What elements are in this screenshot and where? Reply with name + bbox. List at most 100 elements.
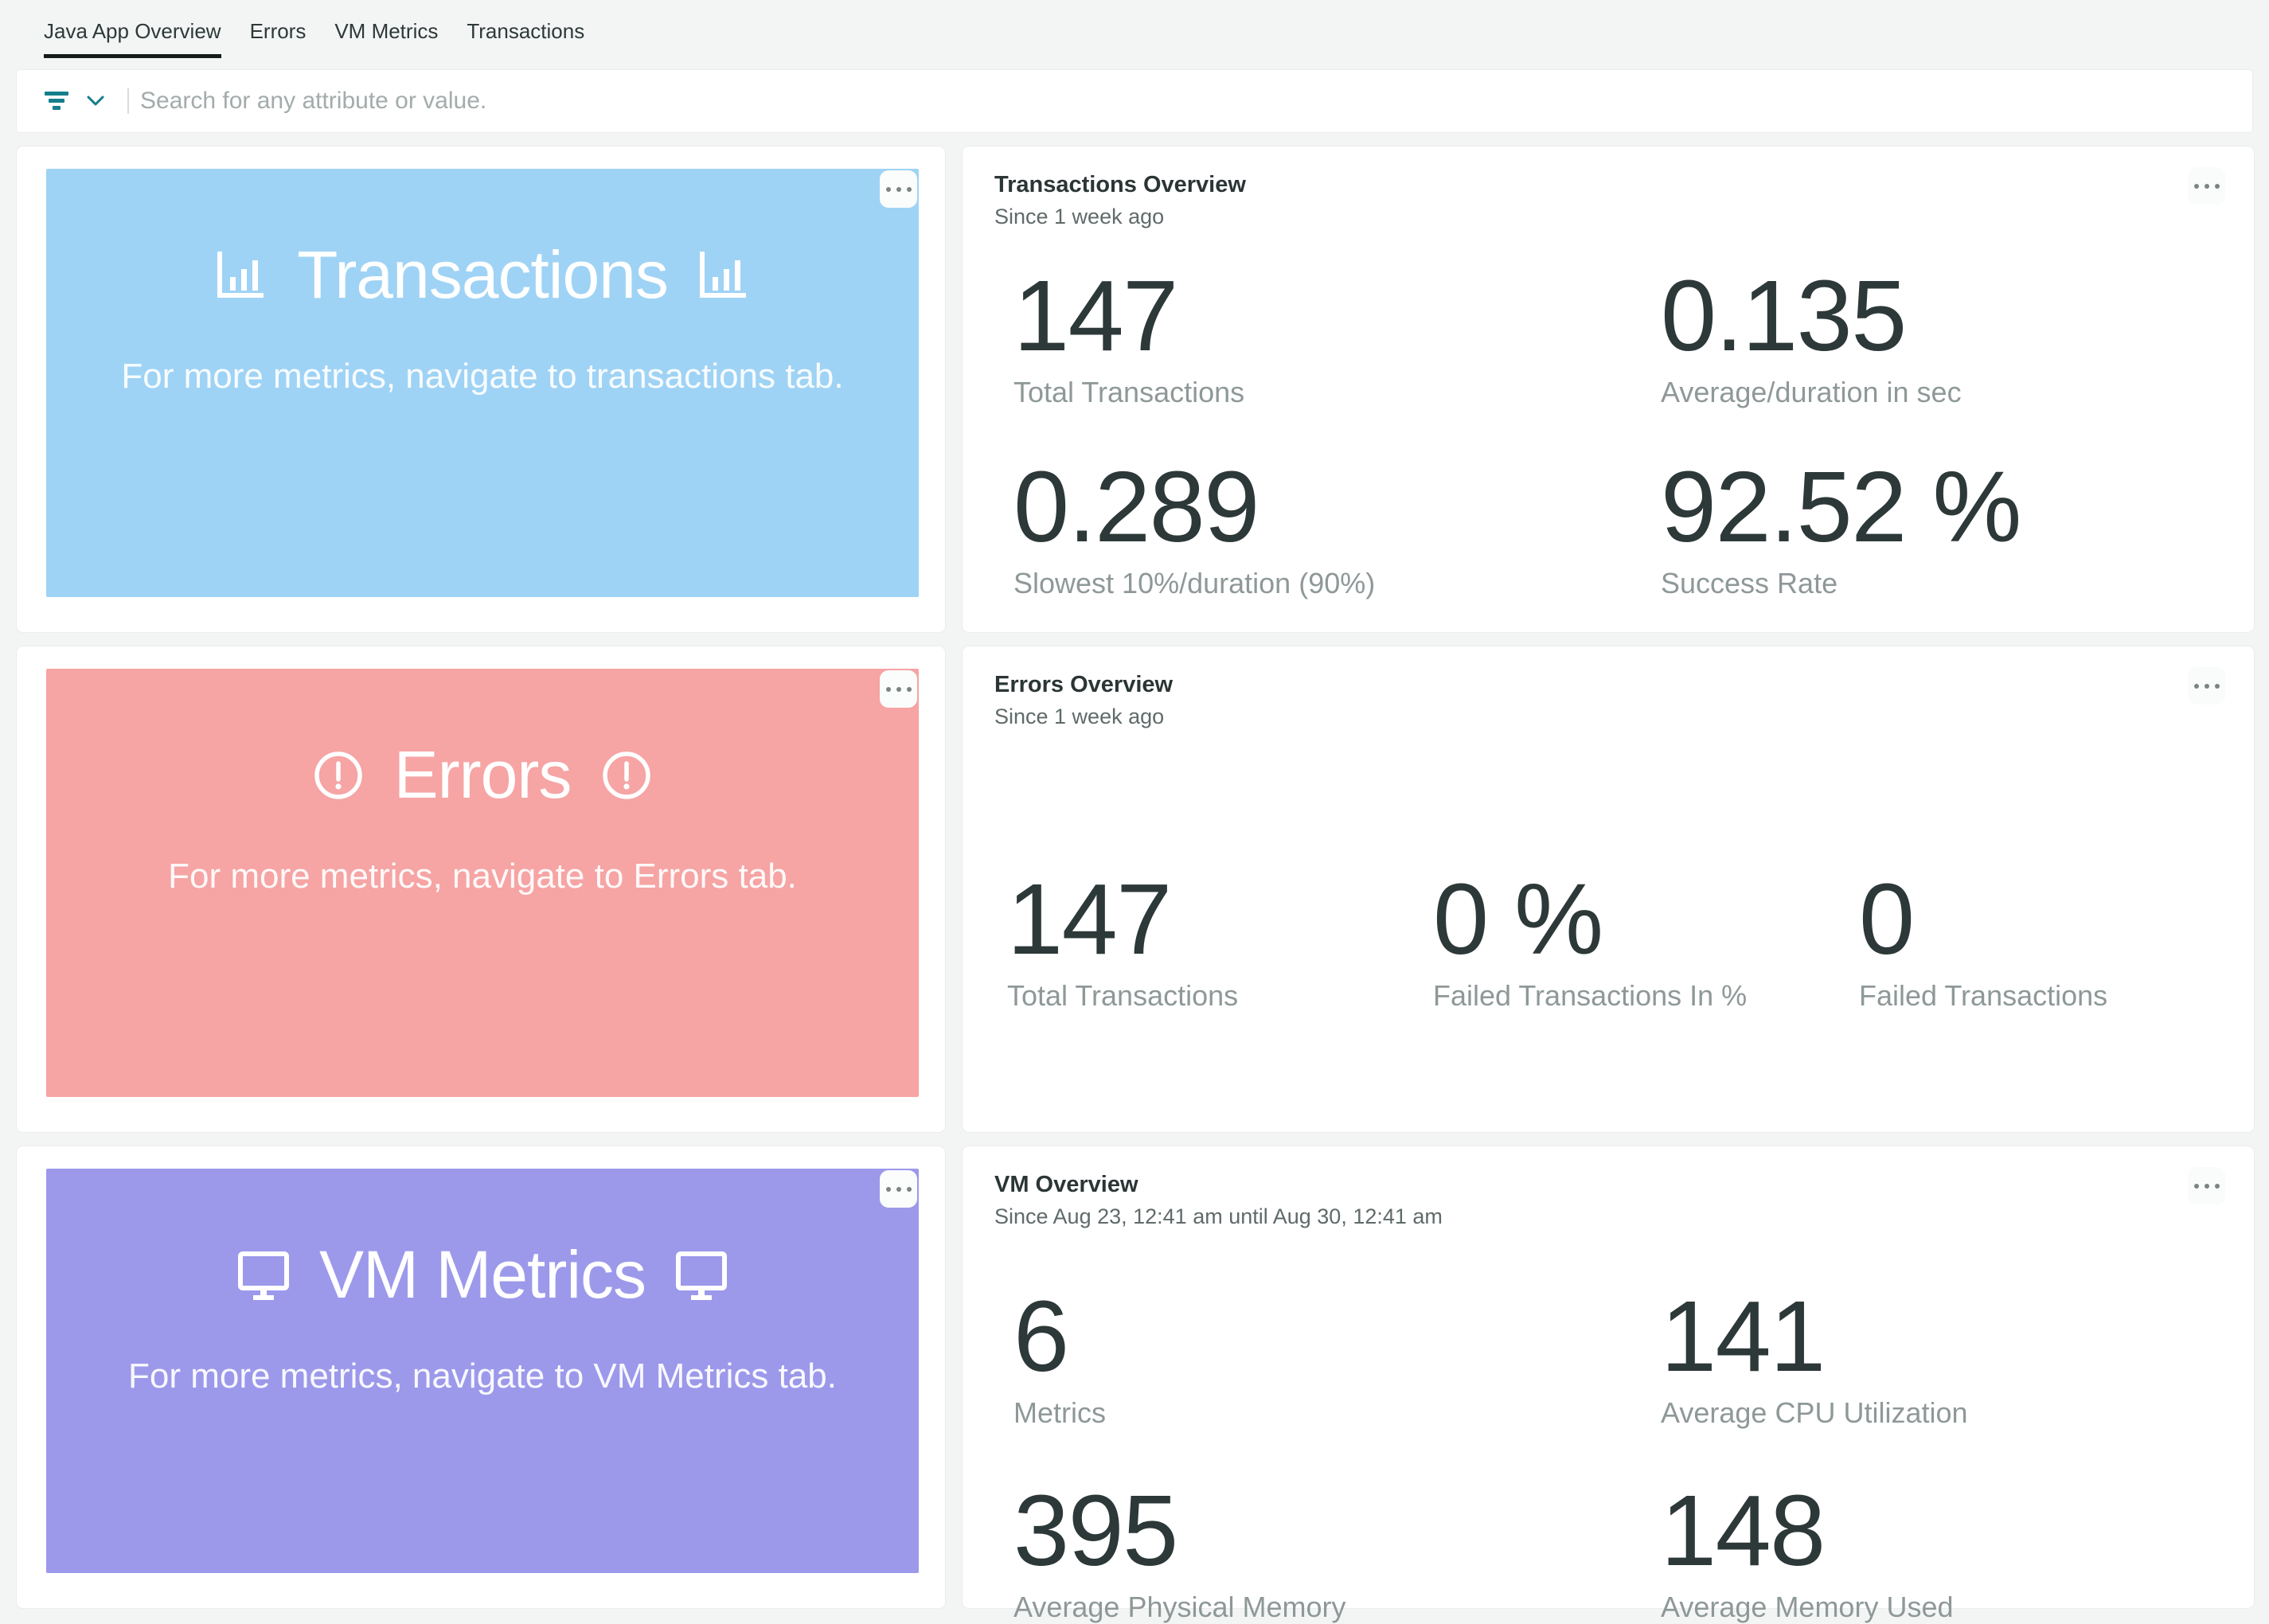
metric-label: Success Rate <box>1661 567 1838 600</box>
metric-label: Failed Transactions In % <box>1433 979 1748 1013</box>
metric-value: 6 <box>1013 1280 1069 1392</box>
metric-label: Total Transactions <box>1007 979 1239 1013</box>
panel-time-range: Since Aug 23, 12:41 am until Aug 30, 12:… <box>994 1204 1443 1228</box>
vm-metrics-banner: VM Metrics For more metrics, navigate to… <box>46 1169 919 1573</box>
vm-banner-title-row: VM Metrics <box>233 1236 732 1314</box>
ellipsis-icon <box>2214 683 2220 689</box>
metric-value: 147 <box>1007 863 1172 975</box>
metrics-grid: 147 Total Transactions 0.135 Average/dur… <box>994 258 2222 600</box>
ellipsis-icon <box>2193 1183 2199 1189</box>
metric-value: 147 <box>1013 260 1178 372</box>
ellipsis-icon <box>2204 183 2209 189</box>
metrics-grid: 6 Metrics 141 Average CPU Utilization 39… <box>994 1279 2222 1624</box>
errors-banner-title: Errors <box>393 737 572 812</box>
tab-bar: Java App Overview Errors VM Metrics Tran… <box>0 0 2269 58</box>
metric-label: Average CPU Utilization <box>1661 1396 1968 1430</box>
transactions-banner-card: Transactions For more metrics, navigate … <box>16 146 946 633</box>
metric-value: 148 <box>1661 1474 1826 1587</box>
errors-overview-panel: Errors Overview Since 1 week ago 147 Tot… <box>962 646 2255 1133</box>
metric-slowest-duration: 0.289 Slowest 10%/duration (90%) <box>1013 449 1661 600</box>
errors-banner-card: Errors For more metrics, navigate to Err… <box>16 646 946 1133</box>
transactions-overview-panel: Transactions Overview Since 1 week ago 1… <box>962 146 2255 633</box>
ellipsis-icon <box>896 186 901 192</box>
metric-failed-transactions: 0 Failed Transactions <box>1859 861 2222 1013</box>
search-divider <box>127 88 129 114</box>
metric-success-rate: 92.52 % Success Rate <box>1661 449 2222 600</box>
filter-icon[interactable] <box>43 91 70 112</box>
metric-value: 395 <box>1013 1474 1178 1587</box>
ellipsis-icon <box>906 686 912 692</box>
metric-value: 0 <box>1859 863 1915 975</box>
vm-banner-title: VM Metrics <box>319 1237 646 1312</box>
ellipsis-icon <box>885 1186 891 1192</box>
metric-label: Slowest 10%/duration (90%) <box>1013 567 1376 600</box>
bar-chart-icon <box>699 251 746 298</box>
vm-metrics-banner-card: VM Metrics For more metrics, navigate to… <box>16 1146 946 1609</box>
ellipsis-icon <box>2214 1183 2220 1189</box>
metric-value: 0.289 <box>1013 451 1259 564</box>
search-input[interactable] <box>129 70 2252 132</box>
vm-banner-subtitle: For more metrics, navigate to VM Metrics… <box>127 1357 838 1396</box>
panel-time-range: Since 1 week ago <box>994 205 1165 228</box>
metric-metrics-count: 6 Metrics <box>1013 1279 1661 1430</box>
errors-banner-subtitle: For more metrics, navigate to Errors tab… <box>168 857 797 896</box>
metric-label: Total Transactions <box>1013 376 1245 409</box>
metric-total-transactions: 147 Total Transactions <box>1007 861 1433 1013</box>
ellipsis-icon <box>2204 683 2209 689</box>
ellipsis-icon <box>906 1186 912 1192</box>
errors-banner-title-row: Errors <box>308 736 658 814</box>
card-menu-button[interactable] <box>880 170 917 208</box>
metric-label: Average/duration in sec <box>1661 376 1962 409</box>
ellipsis-icon <box>885 686 891 692</box>
card-menu-button[interactable] <box>880 670 917 708</box>
transactions-banner-title-row: Transactions <box>211 236 754 314</box>
metric-value: 141 <box>1661 1280 1826 1392</box>
metric-average-memory-used: 148 Average Memory Used <box>1661 1473 2222 1624</box>
metrics-grid: 147 Total Transactions 0 % Failed Transa… <box>994 861 2222 1013</box>
card-menu-button[interactable] <box>880 1170 917 1208</box>
transactions-banner-subtitle: For more metrics, navigate to transactio… <box>121 357 844 396</box>
card-menu-button[interactable] <box>2188 1167 2225 1204</box>
monitor-icon <box>238 1251 289 1300</box>
dashboard-grid: Transactions For more metrics, navigate … <box>16 146 2255 1623</box>
search-bar[interactable] <box>16 69 2253 133</box>
ellipsis-icon <box>906 186 912 192</box>
alert-icon <box>314 751 362 799</box>
errors-banner: Errors For more metrics, navigate to Err… <box>46 669 919 1097</box>
panel-time-range: Since 1 week ago <box>994 705 1165 728</box>
card-menu-button[interactable] <box>2188 167 2225 205</box>
metric-total-transactions: 147 Total Transactions <box>1013 258 1661 409</box>
bar-chart-icon <box>217 251 264 298</box>
tab-java-app-overview[interactable]: Java App Overview <box>44 19 221 58</box>
ellipsis-icon <box>885 186 891 192</box>
chevron-down-icon[interactable] <box>86 96 105 107</box>
ellipsis-icon <box>2193 683 2199 689</box>
ellipsis-icon <box>896 686 901 692</box>
metric-label: Average Physical Memory <box>1013 1591 1346 1624</box>
metric-label: Failed Transactions <box>1859 979 2108 1013</box>
metric-value: 92.52 % <box>1661 451 2021 564</box>
card-menu-button[interactable] <box>2188 667 2225 705</box>
vm-overview-panel: VM Overview Since Aug 23, 12:41 am until… <box>962 1146 2255 1623</box>
metric-average-cpu: 141 Average CPU Utilization <box>1661 1279 2222 1430</box>
panel-title: Errors Overview <box>994 672 1174 697</box>
ellipsis-icon <box>2204 1183 2209 1189</box>
transactions-banner-title: Transactions <box>297 237 669 312</box>
ellipsis-icon <box>896 1186 901 1192</box>
alert-icon <box>603 751 651 799</box>
metric-failed-transactions-percent: 0 % Failed Transactions In % <box>1433 861 1859 1013</box>
metric-value: 0.135 <box>1661 260 1907 372</box>
tab-transactions[interactable]: Transactions <box>467 19 585 43</box>
tab-errors[interactable]: Errors <box>249 19 307 43</box>
metric-average-physical-memory: 395 Average Physical Memory <box>1013 1473 1661 1624</box>
metric-label: Metrics <box>1013 1396 1106 1430</box>
metric-average-duration: 0.135 Average/duration in sec <box>1661 258 2222 409</box>
panel-title: Transactions Overview <box>994 172 1246 197</box>
monitor-icon <box>676 1251 727 1300</box>
ellipsis-icon <box>2214 183 2220 189</box>
metric-label: Average Memory Used <box>1661 1591 1954 1624</box>
tab-vm-metrics[interactable]: VM Metrics <box>334 19 439 43</box>
metric-value: 0 % <box>1433 863 1603 975</box>
transactions-banner: Transactions For more metrics, navigate … <box>46 169 919 597</box>
ellipsis-icon <box>2193 183 2199 189</box>
